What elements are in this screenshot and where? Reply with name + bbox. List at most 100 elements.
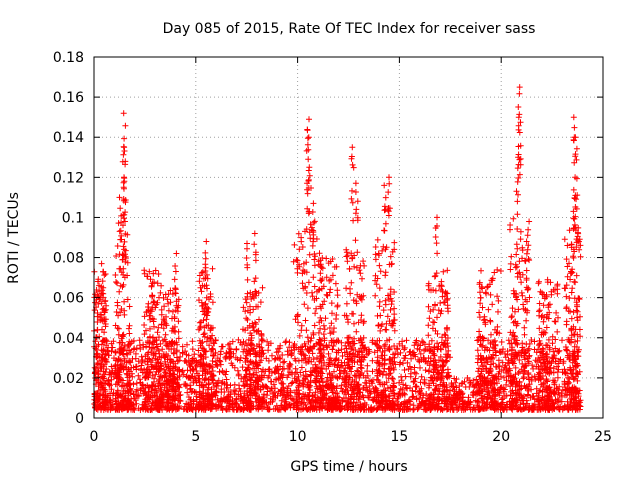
data-point bbox=[576, 368, 583, 375]
data-point bbox=[544, 351, 551, 358]
data-point bbox=[382, 341, 389, 348]
data-point bbox=[425, 322, 432, 329]
data-point bbox=[552, 336, 559, 343]
data-point bbox=[196, 278, 203, 285]
data-point bbox=[100, 337, 107, 344]
data-point bbox=[102, 393, 109, 400]
data-point bbox=[210, 352, 216, 359]
data-point bbox=[512, 339, 519, 346]
data-point bbox=[250, 306, 257, 313]
data-point bbox=[568, 241, 575, 248]
data-point bbox=[176, 357, 182, 364]
data-point bbox=[264, 384, 271, 391]
data-point bbox=[400, 381, 407, 388]
data-point bbox=[497, 384, 504, 391]
data-point bbox=[536, 300, 543, 307]
data-point bbox=[349, 144, 356, 151]
data-point bbox=[554, 363, 560, 370]
data-point bbox=[109, 344, 116, 351]
data-point bbox=[477, 289, 483, 296]
data-point bbox=[325, 350, 332, 357]
data-point bbox=[266, 366, 273, 373]
data-point bbox=[536, 307, 543, 314]
data-point bbox=[354, 198, 361, 205]
data-point bbox=[570, 186, 577, 193]
data-point bbox=[410, 402, 417, 409]
data-point bbox=[222, 355, 229, 362]
data-point bbox=[228, 360, 235, 367]
data-point bbox=[337, 370, 344, 377]
data-point bbox=[460, 394, 467, 401]
data-point bbox=[567, 364, 574, 371]
data-point bbox=[437, 300, 444, 306]
data-point bbox=[306, 398, 313, 405]
data-point bbox=[159, 346, 166, 353]
data-point bbox=[317, 383, 323, 390]
data-point bbox=[563, 346, 570, 353]
y-tick-label: 0 bbox=[75, 411, 84, 427]
data-point bbox=[212, 388, 219, 395]
data-point bbox=[469, 406, 476, 413]
data-point bbox=[562, 285, 569, 292]
data-point bbox=[477, 372, 484, 379]
data-point bbox=[175, 296, 182, 303]
data-point bbox=[225, 397, 232, 404]
data-point bbox=[172, 285, 179, 292]
data-point bbox=[292, 371, 299, 377]
data-point bbox=[524, 307, 531, 314]
data-point bbox=[354, 358, 361, 365]
data-point bbox=[97, 379, 104, 386]
data-point bbox=[478, 395, 485, 402]
data-point bbox=[208, 393, 215, 400]
data-point bbox=[248, 389, 254, 396]
data-point bbox=[421, 406, 428, 413]
data-point bbox=[573, 156, 580, 163]
data-point bbox=[316, 319, 323, 326]
data-point bbox=[297, 350, 304, 357]
data-point bbox=[121, 144, 128, 151]
data-point bbox=[387, 253, 394, 260]
data-point bbox=[243, 255, 250, 261]
data-point bbox=[354, 249, 361, 256]
data-point bbox=[438, 405, 445, 412]
data-point bbox=[198, 288, 205, 295]
data-point bbox=[242, 355, 249, 362]
data-point bbox=[191, 388, 198, 395]
data-point bbox=[119, 361, 126, 367]
data-point bbox=[307, 344, 314, 351]
data-point bbox=[510, 215, 517, 222]
data-point bbox=[168, 340, 175, 346]
data-point bbox=[513, 293, 519, 300]
data-point bbox=[342, 378, 349, 385]
data-point bbox=[571, 124, 578, 131]
x-tick-label: 5 bbox=[191, 429, 200, 445]
data-point bbox=[407, 401, 413, 408]
data-point bbox=[145, 349, 152, 356]
data-point bbox=[545, 404, 551, 411]
data-point bbox=[574, 377, 581, 384]
data-point bbox=[207, 293, 214, 300]
data-point bbox=[309, 242, 316, 249]
data-point bbox=[321, 335, 328, 342]
data-point bbox=[574, 237, 581, 244]
data-point bbox=[317, 386, 324, 393]
data-point bbox=[432, 287, 439, 294]
data-point bbox=[176, 404, 183, 411]
data-point bbox=[229, 401, 236, 408]
data-point bbox=[434, 340, 441, 347]
data-point bbox=[165, 390, 172, 397]
data-point bbox=[477, 333, 484, 340]
data-point bbox=[348, 346, 355, 353]
data-point bbox=[309, 293, 316, 300]
data-point bbox=[209, 368, 216, 374]
data-point bbox=[436, 357, 442, 364]
data-point bbox=[575, 393, 582, 400]
data-point bbox=[252, 275, 259, 282]
data-point bbox=[384, 398, 391, 405]
data-point bbox=[351, 335, 357, 342]
data-point bbox=[437, 353, 444, 360]
data-point bbox=[196, 272, 203, 279]
data-point bbox=[375, 250, 382, 257]
data-point bbox=[441, 400, 448, 407]
data-point bbox=[516, 357, 523, 363]
